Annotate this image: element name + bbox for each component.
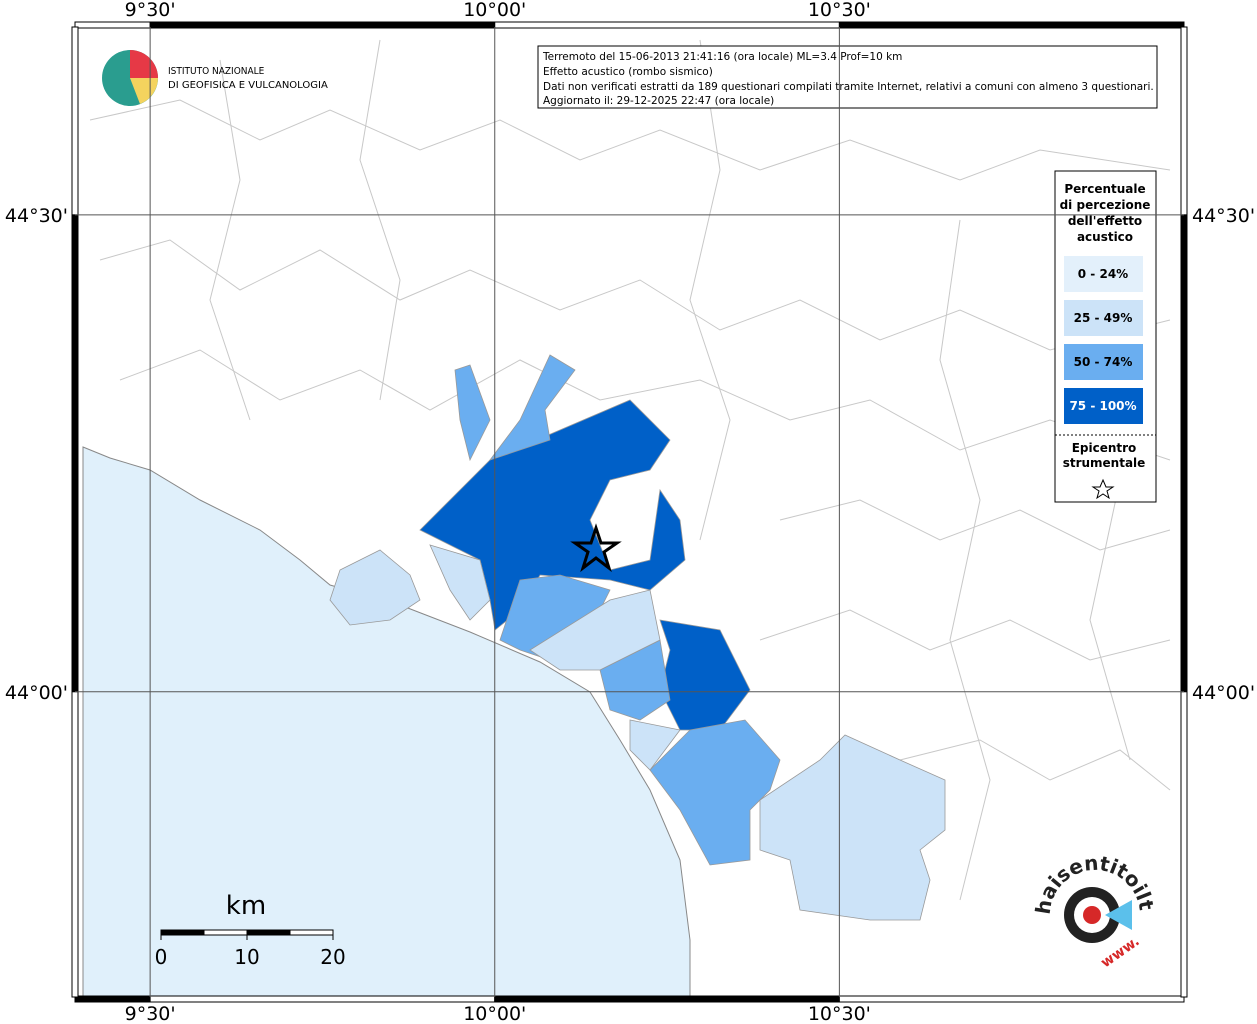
scale-bar: km 0 10 20 bbox=[155, 891, 346, 969]
lat-label: 44°30' bbox=[1192, 205, 1255, 227]
legend-swatch bbox=[1064, 256, 1143, 292]
frame-bar bbox=[1180, 26, 1188, 216]
regions bbox=[329, 354, 946, 921]
frame-bar bbox=[1180, 214, 1188, 693]
logo-segment bbox=[130, 50, 158, 78]
region bbox=[629, 719, 681, 771]
legend-title: di percezione bbox=[1060, 198, 1151, 212]
info-line: Terremoto del 15-06-2013 21:41:16 (ora l… bbox=[542, 51, 902, 63]
region bbox=[759, 734, 946, 921]
badge-core bbox=[1083, 906, 1101, 924]
region bbox=[329, 549, 421, 626]
lon-label: 10°30' bbox=[808, 0, 871, 21]
legend-title: acustico bbox=[1077, 230, 1133, 244]
legend-swatch bbox=[1064, 344, 1143, 380]
frame-bar bbox=[74, 995, 151, 1003]
sea bbox=[82, 446, 691, 998]
info-line: Effetto acustico (rombo sismico) bbox=[543, 66, 713, 78]
scale-unit: km bbox=[226, 891, 266, 921]
frame-bar bbox=[838, 995, 1185, 1003]
frame-bar bbox=[71, 214, 79, 693]
ingv-logo: ISTITUTO NAZIONALE DI GEOFISICA E VULCAN… bbox=[102, 50, 328, 106]
region bbox=[419, 399, 686, 631]
region bbox=[429, 544, 491, 621]
region bbox=[488, 354, 576, 461]
lat-label: 44°00' bbox=[5, 682, 68, 704]
frame-bar bbox=[71, 691, 79, 998]
legend: Percentuale di percezione dell'effetto acus… bbox=[1054, 170, 1157, 503]
frame-bar bbox=[74, 21, 151, 29]
frame-bar bbox=[149, 21, 496, 29]
legend-epicenter: Epicentro bbox=[1072, 441, 1137, 455]
lon-label: 10°00' bbox=[463, 1003, 526, 1024]
scale-segment bbox=[246, 929, 291, 936]
legend-label: 50 - 74% bbox=[1074, 355, 1133, 369]
legend-swatch bbox=[1064, 388, 1143, 424]
scale-label: 0 bbox=[155, 945, 168, 969]
scale-segment bbox=[289, 929, 334, 936]
info-line: Dati non verificati estratti da 189 ques… bbox=[543, 81, 1154, 93]
region bbox=[454, 364, 491, 462]
frame-bar bbox=[71, 26, 79, 216]
legend-label: 75 - 100% bbox=[1069, 399, 1136, 413]
scale-segment bbox=[203, 929, 248, 936]
info-line: Aggiornato il: 29-12-2025 22:47 (ora loc… bbox=[543, 95, 774, 107]
municipal-borders bbox=[89, 39, 1171, 901]
legend-star bbox=[1091, 478, 1115, 500]
legend-epicenter: strumentale bbox=[1063, 456, 1146, 470]
scale-segment bbox=[160, 929, 205, 936]
legend-frame bbox=[1054, 170, 1157, 503]
frame-bar bbox=[838, 21, 1185, 29]
frame-bar bbox=[494, 995, 840, 1003]
frame-bar bbox=[494, 21, 840, 29]
logo-text: DI GEOFISICA E VULCANOLOGIA bbox=[168, 80, 328, 91]
scale-label: 20 bbox=[320, 945, 345, 969]
legend-label: 25 - 49% bbox=[1074, 311, 1133, 325]
legend-label: 0 - 24% bbox=[1078, 267, 1128, 281]
frame-bar bbox=[1180, 691, 1188, 998]
scale-label: 10 bbox=[234, 945, 259, 969]
epicenter-star bbox=[570, 523, 622, 573]
info-frame bbox=[537, 45, 1158, 109]
region bbox=[529, 589, 661, 671]
frame-bar bbox=[149, 995, 496, 1003]
lat-label: 44°30' bbox=[5, 205, 68, 227]
legend-title: Percentuale bbox=[1064, 182, 1145, 196]
lat-label: 44°00' bbox=[1192, 682, 1255, 704]
legend-swatch bbox=[1064, 300, 1143, 336]
lon-label: 10°30' bbox=[808, 1003, 871, 1024]
badge-horn bbox=[1105, 900, 1132, 930]
lon-label: 9°30' bbox=[125, 1003, 176, 1024]
logo-segment bbox=[130, 78, 158, 104]
lon-label: 10°00' bbox=[463, 0, 526, 21]
legend-title: dell'effetto bbox=[1068, 214, 1142, 228]
lon-label: 9°30' bbox=[125, 0, 176, 21]
info-box: Terremoto del 15-06-2013 21:41:16 (ora l… bbox=[537, 45, 1158, 109]
logo-text: ISTITUTO NAZIONALE bbox=[168, 66, 265, 77]
